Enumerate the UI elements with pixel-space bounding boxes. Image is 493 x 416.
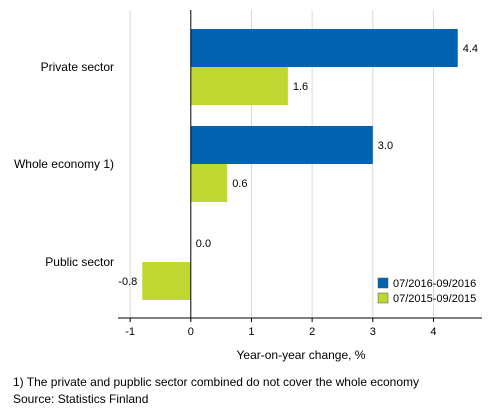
source-note: Source: Statistics Finland — [13, 392, 149, 406]
category-label: Public sector — [45, 255, 114, 269]
legend-label: 07/2016-09/2016 — [393, 278, 476, 290]
legend: 07/2016-09/2016 07/2015-09/2015 — [377, 277, 476, 305]
bar — [190, 164, 228, 202]
x-tick-label: 4 — [430, 326, 436, 338]
x-tick-label: -1 — [125, 326, 135, 338]
footnote: 1) The private and pupblic sector combin… — [13, 375, 420, 389]
data-label: 0.6 — [232, 178, 247, 190]
bar — [142, 262, 191, 300]
bars — [142, 29, 458, 300]
legend-swatch — [377, 277, 389, 289]
value-labels: 4.4 3.0 0.0 1.6 0.6 -0.8 — [118, 43, 478, 288]
data-label: 4.4 — [463, 43, 478, 55]
data-label: -0.8 — [118, 276, 137, 288]
x-tick-label: 1 — [248, 326, 254, 338]
category-labels: Private sector Whole economy 1) Public sec… — [14, 60, 114, 269]
x-axis: -1 0 1 2 3 4 — [118, 317, 482, 338]
x-axis-title: Year-on-year change, % — [237, 348, 366, 362]
bar — [190, 29, 458, 67]
x-tick-label: 0 — [188, 326, 194, 338]
category-label: Whole economy 1) — [14, 157, 114, 171]
data-label: 0.0 — [196, 238, 211, 250]
bar — [190, 67, 288, 105]
bar — [190, 126, 373, 164]
x-tick-label: 2 — [309, 326, 315, 338]
data-label: 1.6 — [293, 81, 308, 93]
category-label: Private sector — [41, 60, 114, 74]
data-label: 3.0 — [378, 140, 393, 152]
legend-label: 07/2015-09/2015 — [393, 293, 476, 305]
legend-swatch — [377, 292, 389, 304]
x-tick-label: 3 — [370, 326, 376, 338]
